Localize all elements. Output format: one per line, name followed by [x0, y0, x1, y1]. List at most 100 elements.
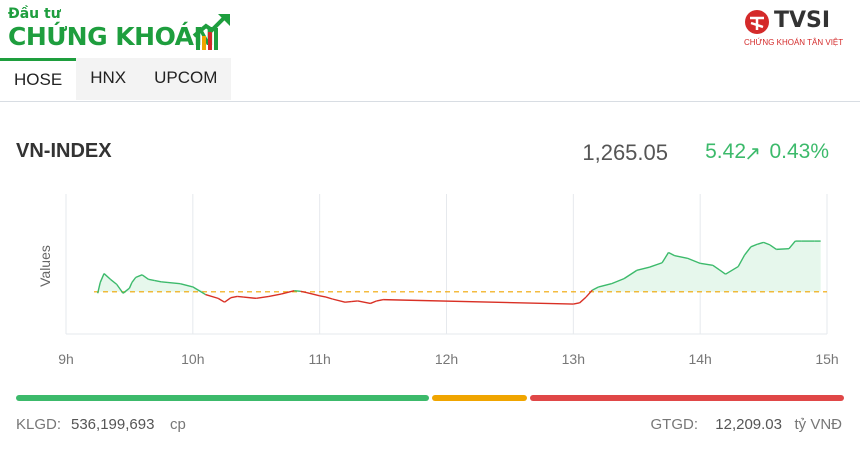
series-segment [97, 282, 101, 294]
x-tick-15h: 15h [815, 351, 838, 367]
series-segment [763, 241, 771, 246]
series-segment [243, 296, 257, 300]
series-segment [230, 295, 238, 299]
klgd-unit: cp [170, 416, 186, 433]
series-segment [750, 243, 758, 248]
series-segment [281, 290, 295, 295]
series-segment [256, 295, 270, 300]
partner-logo[interactable]: TVSI CHỨNG KHOÁN TÂN VIỆT [742, 6, 852, 52]
series-segment [351, 300, 358, 303]
exchange-tabs: HOSE HNX UPCOM [0, 58, 232, 100]
series-segment [668, 251, 676, 257]
series-segment [585, 289, 593, 298]
gtgd-unit: tỷ VNĐ [794, 416, 842, 433]
y-axis-label: Values [37, 245, 53, 287]
series-segment [383, 298, 574, 305]
tabs-divider [0, 101, 860, 102]
series-segment [744, 246, 752, 256]
series-segment [103, 273, 111, 280]
series-segment [725, 265, 739, 275]
series-segment [319, 295, 327, 298]
series-segment [737, 254, 746, 267]
x-tick-11h: 11h [309, 351, 331, 367]
growth-chart-icon [192, 14, 230, 50]
x-tick-13h: 13h [562, 351, 585, 367]
series-segment [636, 266, 650, 272]
series-segment [217, 297, 225, 303]
series-segment [122, 287, 130, 294]
series-segment [99, 273, 105, 283]
series-segment [300, 290, 308, 294]
x-tick-14h: 14h [688, 351, 711, 367]
breadth-decliners [529, 395, 844, 401]
series-segment [224, 297, 232, 303]
series-segment [579, 296, 587, 304]
series-segment [769, 244, 777, 250]
chart-grid [65, 194, 828, 335]
series-segment [700, 262, 713, 266]
x-axis-ticks: 9h 10h 11h 12h 13h 14h 15h [58, 351, 838, 367]
series-segment [611, 277, 625, 285]
index-name: VN-INDEX [16, 140, 112, 162]
index-percent: 0.43% [769, 140, 829, 163]
series-segment [376, 298, 384, 302]
series-segment [332, 298, 346, 303]
index-change: 5.42 [705, 140, 746, 163]
series-segment [325, 296, 333, 300]
breadth-unchanged [431, 395, 527, 401]
tvsi-wordmark: TVSI [774, 8, 831, 33]
series-segment [623, 269, 638, 280]
series-segment [128, 282, 133, 289]
breadth-advancers [16, 395, 429, 401]
series-segment [294, 290, 301, 293]
index-value: 1,265.05 [582, 140, 668, 165]
tab-hose[interactable]: HOSE [0, 58, 77, 100]
tab-upcom[interactable]: UPCOM [140, 58, 232, 100]
x-tick-12h: 12h [435, 351, 458, 367]
intraday-chart: 9h 10h 11h 12h 13h 14h 15h Values [37, 194, 839, 367]
series-segment [135, 274, 143, 279]
series-segment [649, 262, 663, 268]
x-tick-9h: 9h [58, 351, 74, 367]
series-segment [268, 293, 282, 298]
series-segment [712, 264, 720, 271]
series-segment [131, 276, 137, 283]
arrow-up-right-icon: ↗ [744, 143, 761, 165]
logo-small-text: Đầu tư [8, 6, 61, 22]
series-segment [116, 283, 124, 294]
series-segment [370, 300, 378, 305]
klgd-label: KLGD: [16, 416, 62, 433]
series-segment [357, 300, 371, 305]
chart-area-fill [97, 241, 821, 292]
series-segment [205, 293, 219, 300]
chart-series-line [97, 240, 821, 305]
series-segment [192, 286, 206, 296]
series-segment [592, 286, 600, 291]
series-segment [154, 279, 162, 283]
series-segment [788, 240, 796, 250]
series-segment [179, 283, 194, 288]
series-segment [161, 281, 168, 284]
series-segment [598, 283, 612, 288]
series-segment [237, 295, 244, 298]
series-segment [661, 252, 670, 264]
series-segment [148, 278, 155, 282]
series-segment [674, 255, 688, 259]
series-segment [344, 300, 352, 303]
tab-hnx[interactable]: HNX [76, 58, 141, 100]
series-segment [687, 257, 701, 265]
series-segment [306, 291, 320, 297]
series-segment [718, 269, 726, 275]
series-segment [757, 241, 764, 245]
series-segment [573, 302, 580, 305]
klgd-value: 536,199,693 [71, 416, 155, 433]
logo-big-text: CHỨNG KHOÁN [8, 22, 214, 51]
site-logo[interactable]: Đầu tư CHỨNG KHOÁN [8, 6, 238, 56]
series-segment [776, 248, 789, 251]
tvsi-tagline: CHỨNG KHOÁN TÂN VIỆT [744, 38, 844, 47]
series-segment [141, 274, 149, 280]
x-tick-10h: 10h [181, 351, 204, 367]
series-segment [167, 281, 181, 285]
series-segment [109, 278, 118, 285]
gtgd-value: 12,209.03 [715, 416, 782, 433]
